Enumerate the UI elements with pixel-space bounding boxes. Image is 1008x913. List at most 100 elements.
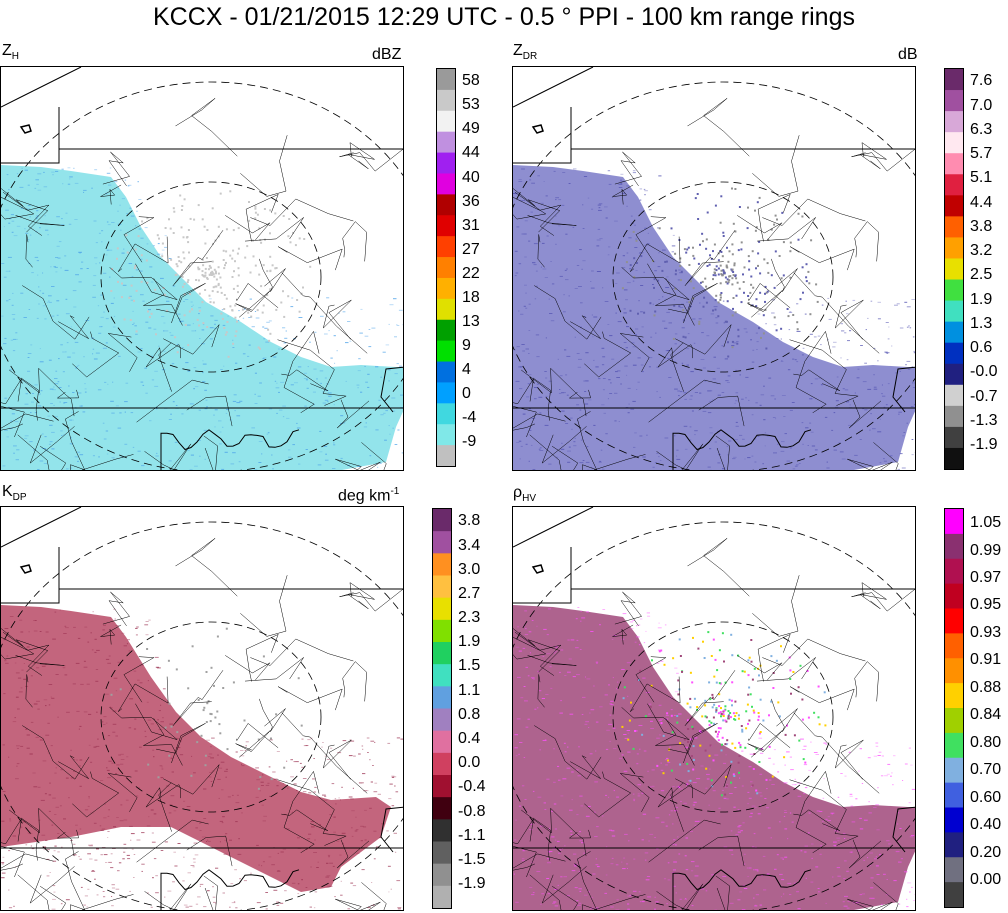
precip-texel bbox=[119, 412, 122, 414]
scatter-echo bbox=[676, 721, 679, 724]
precip-texel bbox=[904, 301, 908, 303]
state-border bbox=[160, 429, 300, 470]
panel-rhohv-map bbox=[512, 506, 916, 911]
scatter-echo bbox=[754, 209, 756, 212]
county-line bbox=[771, 698, 798, 732]
precip-texel bbox=[603, 412, 606, 414]
precip-texel bbox=[661, 821, 665, 823]
precip-texel bbox=[848, 751, 851, 753]
colorbar-swatch bbox=[945, 583, 963, 610]
scatter-echo bbox=[780, 277, 783, 280]
scatter-echo bbox=[243, 719, 246, 722]
scatter-echo bbox=[259, 776, 262, 778]
scatter-echo bbox=[750, 639, 753, 641]
precip-texel bbox=[52, 797, 56, 799]
precip-texel bbox=[759, 404, 762, 406]
precip-texel bbox=[857, 850, 860, 852]
precip-texel bbox=[357, 387, 359, 389]
precip-texel bbox=[515, 901, 519, 903]
precip-texel bbox=[735, 421, 738, 423]
precip-texel bbox=[530, 444, 533, 446]
precip-texel bbox=[662, 249, 666, 251]
precip-texel bbox=[358, 782, 363, 784]
colorbar-swatch bbox=[945, 509, 963, 535]
precip-texel bbox=[227, 315, 229, 317]
colorbar-tick-label: 0.40 bbox=[970, 816, 1002, 833]
precip-texel bbox=[909, 836, 914, 838]
precip-texel bbox=[45, 449, 49, 451]
precip-texel bbox=[396, 737, 401, 739]
colorbar-swatch bbox=[433, 797, 451, 820]
scatter-echo bbox=[205, 721, 208, 723]
precip-texel bbox=[24, 403, 29, 405]
scatter-echo bbox=[720, 713, 723, 715]
county-line bbox=[1, 853, 54, 871]
precip-field bbox=[1, 165, 403, 470]
county-line bbox=[158, 782, 172, 832]
precip-texel bbox=[175, 405, 178, 406]
scatter-echo bbox=[734, 311, 737, 314]
precip-texel bbox=[593, 359, 595, 361]
precip-texel bbox=[535, 270, 538, 272]
state-border bbox=[513, 507, 594, 548]
precip-texel bbox=[163, 350, 166, 352]
scatter-echo bbox=[189, 217, 192, 220]
precip-texel bbox=[28, 833, 33, 835]
precip-texel bbox=[53, 404, 55, 406]
county-line bbox=[541, 426, 587, 464]
colorbar-tick-label: 6.3 bbox=[970, 120, 993, 138]
scatter-echo bbox=[183, 293, 186, 296]
precip-texel bbox=[245, 741, 249, 743]
precip-texel bbox=[221, 468, 225, 470]
precip-texel bbox=[540, 825, 544, 827]
precip-texel bbox=[676, 786, 678, 788]
county-line bbox=[513, 628, 561, 673]
precip-texel bbox=[347, 321, 351, 322]
precip-texel bbox=[655, 901, 659, 903]
colorbar-tick-label: 49 bbox=[462, 120, 480, 138]
scatter-echo bbox=[699, 744, 702, 747]
scatter-echo bbox=[219, 732, 222, 735]
precip-texel bbox=[666, 276, 669, 278]
precip-texel bbox=[313, 791, 316, 793]
colorbar-tick-label: -4 bbox=[462, 409, 477, 427]
precip-texel bbox=[869, 852, 873, 854]
precip-texel bbox=[689, 426, 692, 428]
colorbar-tick-label: 0.70 bbox=[970, 761, 1002, 779]
precip-texel bbox=[857, 368, 860, 370]
precip-texel bbox=[99, 825, 102, 827]
precip-texel bbox=[844, 775, 847, 777]
county-line bbox=[849, 839, 882, 869]
precip-texel bbox=[798, 463, 801, 464]
precip-texel bbox=[120, 753, 124, 755]
precip-texel bbox=[83, 666, 88, 668]
colorbar-swatch bbox=[945, 384, 963, 407]
precip-texel bbox=[699, 392, 702, 394]
scatter-echo bbox=[653, 278, 656, 281]
scatter-echo bbox=[717, 739, 720, 742]
county-line bbox=[834, 739, 864, 780]
scatter-echo bbox=[234, 316, 237, 319]
precip-texel bbox=[15, 672, 20, 674]
precip-texel bbox=[712, 790, 716, 792]
scatter-echo bbox=[688, 264, 691, 266]
scatter-echo bbox=[258, 273, 261, 276]
precip-texel bbox=[55, 257, 59, 258]
scatter-echo bbox=[725, 743, 728, 746]
precip-texel bbox=[800, 738, 804, 740]
precip-texel bbox=[842, 901, 845, 903]
precip-texel bbox=[57, 716, 59, 718]
precip-texel bbox=[172, 401, 175, 403]
precip-texel bbox=[565, 279, 569, 281]
precip-texel bbox=[654, 261, 656, 262]
precip-texel bbox=[144, 624, 149, 626]
precip-texel bbox=[657, 649, 661, 651]
precip-texel bbox=[16, 338, 18, 340]
precip-texel bbox=[734, 439, 738, 440]
county-line bbox=[245, 633, 279, 682]
precip-texel bbox=[564, 269, 567, 271]
precip-texel bbox=[10, 214, 14, 216]
precip-texel bbox=[558, 199, 562, 201]
precip-texel bbox=[650, 720, 653, 722]
precip-texel bbox=[637, 381, 640, 383]
